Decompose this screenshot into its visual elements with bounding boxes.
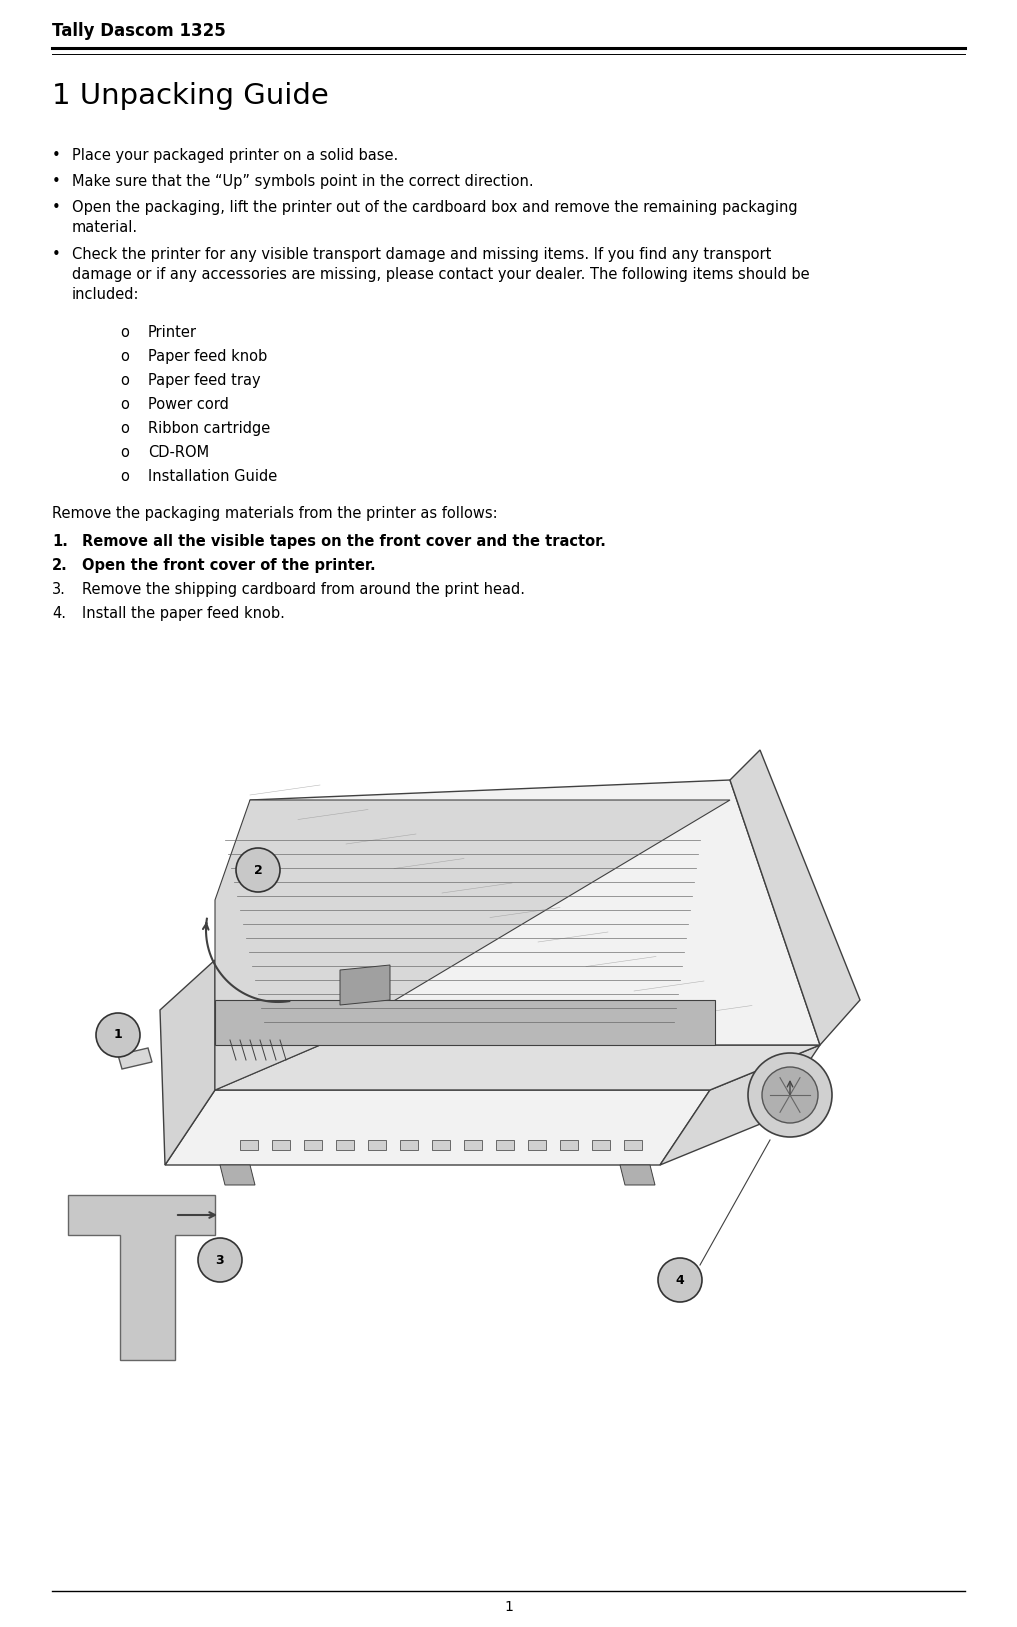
Polygon shape xyxy=(250,779,820,1045)
Text: Remove all the visible tapes on the front cover and the tractor.: Remove all the visible tapes on the fron… xyxy=(82,534,606,548)
Text: Remove the packaging materials from the printer as follows:: Remove the packaging materials from the … xyxy=(52,506,497,521)
Circle shape xyxy=(236,848,280,892)
Text: o: o xyxy=(120,397,129,412)
Text: 2.: 2. xyxy=(52,558,68,573)
Polygon shape xyxy=(272,1141,290,1150)
Text: Power cord: Power cord xyxy=(148,397,229,412)
Polygon shape xyxy=(304,1141,322,1150)
Text: 1: 1 xyxy=(504,1599,513,1614)
Text: o: o xyxy=(120,373,129,387)
Text: 3: 3 xyxy=(216,1253,225,1266)
Circle shape xyxy=(96,1014,140,1058)
Text: •: • xyxy=(52,148,61,163)
Text: Tally Dascom 1325: Tally Dascom 1325 xyxy=(52,23,226,41)
Circle shape xyxy=(658,1258,702,1302)
Text: Ribbon cartridge: Ribbon cartridge xyxy=(148,421,271,436)
Text: 1 Unpacking Guide: 1 Unpacking Guide xyxy=(52,81,328,111)
Text: Install the paper feed knob.: Install the paper feed knob. xyxy=(82,605,285,622)
Polygon shape xyxy=(730,750,860,1045)
Polygon shape xyxy=(336,1141,354,1150)
Text: CD-ROM: CD-ROM xyxy=(148,446,210,460)
Text: Installation Guide: Installation Guide xyxy=(148,469,278,483)
Text: •: • xyxy=(52,174,61,189)
Polygon shape xyxy=(660,1045,820,1165)
Circle shape xyxy=(762,1067,818,1123)
Polygon shape xyxy=(368,1141,386,1150)
Text: 1: 1 xyxy=(114,1028,122,1041)
Text: Place your packaged printer on a solid base.: Place your packaged printer on a solid b… xyxy=(72,148,399,163)
Polygon shape xyxy=(215,800,730,1090)
Text: 3.: 3. xyxy=(52,582,66,597)
Text: Remove the shipping cardboard from around the print head.: Remove the shipping cardboard from aroun… xyxy=(82,582,525,597)
Polygon shape xyxy=(240,1141,258,1150)
Polygon shape xyxy=(592,1141,610,1150)
Text: •: • xyxy=(52,247,61,262)
Polygon shape xyxy=(160,960,215,1165)
Polygon shape xyxy=(215,1045,820,1090)
Polygon shape xyxy=(340,965,390,1005)
Polygon shape xyxy=(560,1141,578,1150)
Text: Printer: Printer xyxy=(148,325,197,340)
Circle shape xyxy=(747,1053,832,1137)
Polygon shape xyxy=(215,1001,715,1045)
Text: 1.: 1. xyxy=(52,534,68,548)
Text: 2: 2 xyxy=(253,864,262,877)
Text: o: o xyxy=(120,469,129,483)
Text: Open the packaging, lift the printer out of the cardboard box and remove the rem: Open the packaging, lift the printer out… xyxy=(72,200,797,234)
Polygon shape xyxy=(165,1090,710,1165)
Text: •: • xyxy=(52,200,61,215)
Polygon shape xyxy=(400,1141,418,1150)
Polygon shape xyxy=(496,1141,514,1150)
Text: o: o xyxy=(120,350,129,364)
Text: o: o xyxy=(120,446,129,460)
Text: Paper feed tray: Paper feed tray xyxy=(148,373,260,387)
Polygon shape xyxy=(220,1165,255,1184)
Polygon shape xyxy=(528,1141,546,1150)
Polygon shape xyxy=(118,1048,152,1069)
Text: Open the front cover of the printer.: Open the front cover of the printer. xyxy=(82,558,375,573)
Polygon shape xyxy=(624,1141,642,1150)
Polygon shape xyxy=(464,1141,482,1150)
Text: Paper feed knob: Paper feed knob xyxy=(148,350,267,364)
Text: o: o xyxy=(120,325,129,340)
Circle shape xyxy=(198,1238,242,1282)
Text: Make sure that the “Up” symbols point in the correct direction.: Make sure that the “Up” symbols point in… xyxy=(72,174,534,189)
Text: Check the printer for any visible transport damage and missing items. If you fin: Check the printer for any visible transp… xyxy=(72,247,810,301)
Polygon shape xyxy=(432,1141,450,1150)
Text: 4.: 4. xyxy=(52,605,66,622)
Polygon shape xyxy=(620,1165,655,1184)
Text: o: o xyxy=(120,421,129,436)
Text: 4: 4 xyxy=(675,1274,684,1287)
Polygon shape xyxy=(68,1194,215,1360)
